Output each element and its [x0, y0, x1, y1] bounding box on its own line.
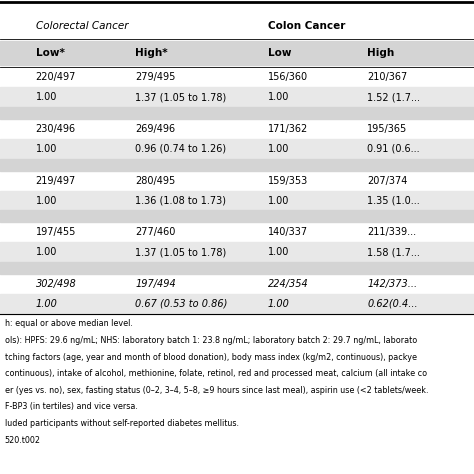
Bar	[0, 191, 474, 210]
Text: er (yes vs. no), sex, fasting status (0–2, 3–4, 5–8, ≥9 hours since last meal), : er (yes vs. no), sex, fasting status (0–…	[5, 386, 428, 395]
Text: 1.58 (1.7...: 1.58 (1.7...	[367, 247, 420, 257]
Text: 159/353: 159/353	[268, 175, 308, 186]
Text: Colorectal Cancer: Colorectal Cancer	[36, 20, 128, 31]
Text: 1.00: 1.00	[36, 92, 57, 102]
Text: h: equal or above median level.: h: equal or above median level.	[5, 319, 133, 328]
Text: 1.00: 1.00	[36, 144, 57, 154]
Bar	[0, 41, 474, 65]
Text: 269/496: 269/496	[135, 124, 175, 134]
Text: 1.00: 1.00	[268, 144, 289, 154]
Text: 195/365: 195/365	[367, 124, 408, 134]
Text: Low: Low	[268, 48, 292, 58]
Text: 0.67 (0.53 to 0.86): 0.67 (0.53 to 0.86)	[135, 299, 228, 309]
Text: 140/337: 140/337	[268, 227, 308, 237]
Text: 1.37 (1.05 to 1.78): 1.37 (1.05 to 1.78)	[135, 92, 227, 102]
Text: 220/497: 220/497	[36, 72, 76, 82]
Text: 1.35 (1.0...: 1.35 (1.0...	[367, 195, 420, 206]
Text: 0.91 (0.6...: 0.91 (0.6...	[367, 144, 420, 154]
Bar	[0, 210, 474, 222]
Text: F-BP3 (in tertiles) and vice versa.: F-BP3 (in tertiles) and vice versa.	[5, 402, 137, 411]
Bar	[0, 139, 474, 159]
Text: 1.00: 1.00	[36, 247, 57, 257]
Text: 210/367: 210/367	[367, 72, 408, 82]
Text: 279/495: 279/495	[135, 72, 175, 82]
Text: 0.96 (0.74 to 1.26): 0.96 (0.74 to 1.26)	[135, 144, 226, 154]
Text: Colon Cancer: Colon Cancer	[268, 20, 345, 31]
Text: 1.00: 1.00	[268, 299, 290, 309]
Text: 230/496: 230/496	[36, 124, 76, 134]
Text: High*: High*	[135, 48, 168, 58]
Text: 302/498: 302/498	[36, 279, 76, 289]
Bar	[0, 262, 474, 274]
Text: ols): HPFS: 29.6 ng/mL; NHS: laboratory batch 1: 23.8 ng/mL; laboratory batch 2:: ols): HPFS: 29.6 ng/mL; NHS: laboratory …	[5, 336, 417, 345]
Bar	[0, 107, 474, 119]
Text: 1.00: 1.00	[36, 299, 57, 309]
Text: 280/495: 280/495	[135, 175, 175, 186]
Text: 277/460: 277/460	[135, 227, 175, 237]
Text: 197/494: 197/494	[135, 279, 176, 289]
Text: continuous), intake of alcohol, methionine, folate, retinol, red and processed m: continuous), intake of alcohol, methioni…	[5, 369, 427, 378]
Text: 207/374: 207/374	[367, 175, 408, 186]
Text: 0.62(0.4...: 0.62(0.4...	[367, 299, 418, 309]
Text: 197/455: 197/455	[36, 227, 76, 237]
Text: 1.00: 1.00	[268, 92, 289, 102]
Bar	[0, 242, 474, 262]
Bar	[0, 87, 474, 107]
Text: 520.t002: 520.t002	[5, 436, 41, 445]
Text: 211/339...: 211/339...	[367, 227, 417, 237]
Text: 224/354: 224/354	[268, 279, 309, 289]
Text: 171/362: 171/362	[268, 124, 308, 134]
Text: 1.37 (1.05 to 1.78): 1.37 (1.05 to 1.78)	[135, 247, 227, 257]
Bar	[0, 294, 474, 314]
Text: High: High	[367, 48, 394, 58]
Text: 1.00: 1.00	[268, 247, 289, 257]
Text: Low*: Low*	[36, 48, 64, 58]
Text: 1.52 (1.7...: 1.52 (1.7...	[367, 92, 420, 102]
Text: 219/497: 219/497	[36, 175, 76, 186]
Text: 1.00: 1.00	[36, 195, 57, 206]
Text: 156/360: 156/360	[268, 72, 308, 82]
Text: luded participants without self-reported diabetes mellitus.: luded participants without self-reported…	[5, 419, 239, 428]
Bar	[0, 159, 474, 171]
Text: 1.36 (1.08 to 1.73): 1.36 (1.08 to 1.73)	[135, 195, 226, 206]
Text: 1.00: 1.00	[268, 195, 289, 206]
Text: tching factors (age, year and month of blood donation), body mass index (kg/m2, : tching factors (age, year and month of b…	[5, 353, 417, 362]
Text: 142/373...: 142/373...	[367, 279, 418, 289]
